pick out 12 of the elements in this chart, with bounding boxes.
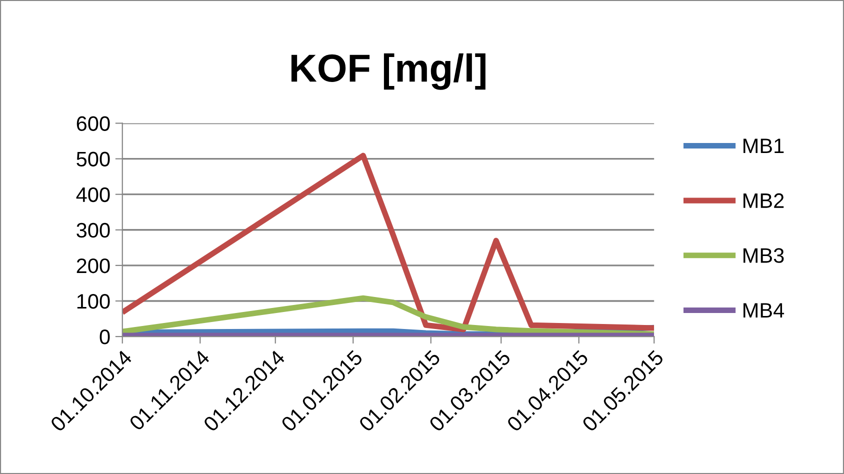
legend-label: MB4 bbox=[744, 303, 784, 318]
y-tick-label: 500 bbox=[76, 152, 110, 167]
y-tick-label: 0 bbox=[100, 330, 110, 344]
y-tick-label: 600 bbox=[76, 116, 110, 131]
legend-label: MB2 bbox=[744, 193, 784, 208]
legend-label: MB1 bbox=[744, 138, 784, 154]
legend-label: MB3 bbox=[744, 248, 784, 263]
y-tick-label: 400 bbox=[76, 187, 110, 202]
y-tick-label: 200 bbox=[76, 258, 110, 274]
y-tick-label: 100 bbox=[77, 294, 110, 309]
y-tick-label: 300 bbox=[76, 222, 110, 238]
chart-title: KOF [mg/l] bbox=[291, 53, 486, 90]
